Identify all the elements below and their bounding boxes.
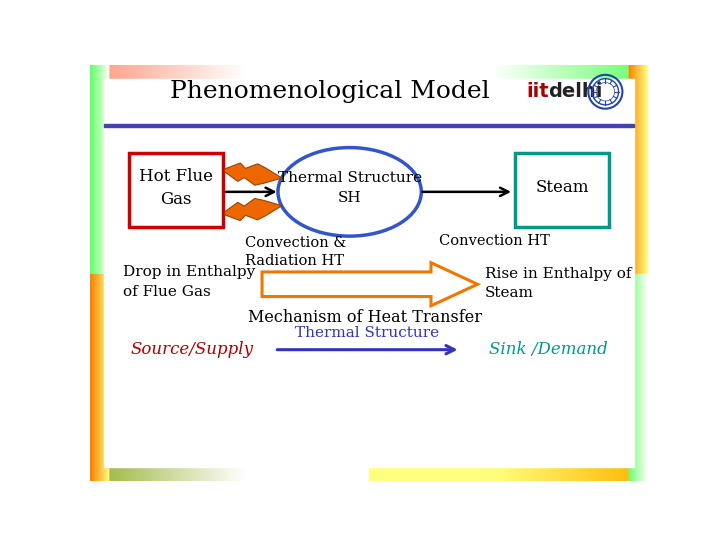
Text: Convection HT: Convection HT bbox=[438, 234, 549, 248]
Bar bbox=[129, 153, 223, 226]
Polygon shape bbox=[262, 262, 477, 306]
Text: Phenomenological Model: Phenomenological Model bbox=[171, 80, 490, 103]
Bar bbox=[104, 124, 634, 127]
Text: Hot Flue
Gas: Hot Flue Gas bbox=[139, 168, 213, 208]
Polygon shape bbox=[225, 163, 282, 185]
Text: Thermal Structure
SH: Thermal Structure SH bbox=[278, 171, 422, 205]
Text: Mechanism of Heat Transfer: Mechanism of Heat Transfer bbox=[248, 309, 482, 326]
Text: Steam: Steam bbox=[535, 179, 589, 197]
Text: Drop in Enthalpy
of Flue Gas: Drop in Enthalpy of Flue Gas bbox=[122, 265, 255, 299]
Text: Rise in Enthalpy of
Steam: Rise in Enthalpy of Steam bbox=[485, 267, 631, 300]
Text: Convection &
Radiation HT: Convection & Radiation HT bbox=[245, 236, 346, 268]
Text: delhi: delhi bbox=[548, 82, 603, 102]
Bar bbox=[515, 153, 609, 226]
Text: Thermal Structure: Thermal Structure bbox=[295, 326, 439, 340]
Polygon shape bbox=[225, 199, 282, 221]
Ellipse shape bbox=[278, 147, 421, 236]
Text: iit: iit bbox=[526, 82, 549, 102]
Text: Source/Supply: Source/Supply bbox=[130, 341, 253, 358]
Text: Sink /Demand: Sink /Demand bbox=[489, 341, 608, 358]
